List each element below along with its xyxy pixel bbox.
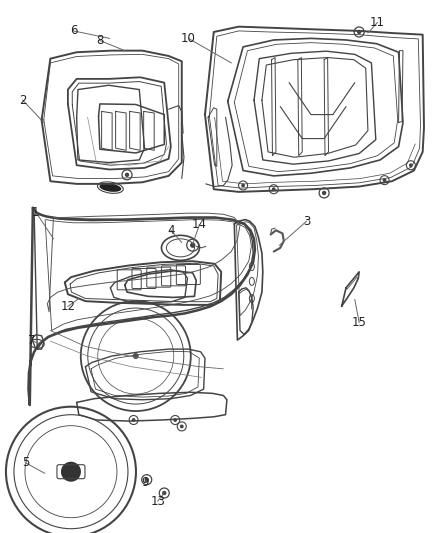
Text: 3: 3 — [303, 215, 310, 228]
Text: 5: 5 — [22, 456, 29, 469]
Circle shape — [323, 191, 325, 195]
Circle shape — [242, 184, 244, 187]
Text: 12: 12 — [60, 300, 75, 313]
Circle shape — [133, 353, 139, 359]
Circle shape — [174, 419, 177, 421]
Text: 14: 14 — [192, 219, 207, 231]
Circle shape — [126, 173, 128, 176]
Text: 11: 11 — [370, 16, 385, 29]
Circle shape — [272, 188, 275, 190]
Text: 4: 4 — [167, 224, 175, 237]
Circle shape — [191, 243, 195, 247]
Text: 15: 15 — [352, 316, 367, 329]
Circle shape — [163, 491, 166, 495]
Text: 8: 8 — [96, 34, 103, 47]
Circle shape — [358, 30, 360, 34]
Circle shape — [132, 419, 135, 421]
Circle shape — [61, 462, 81, 482]
Circle shape — [383, 179, 386, 181]
Text: 7: 7 — [28, 334, 35, 346]
Text: 9: 9 — [141, 476, 148, 489]
Circle shape — [180, 425, 183, 427]
Text: 6: 6 — [70, 25, 78, 37]
Text: 13: 13 — [150, 495, 165, 507]
Text: 10: 10 — [181, 32, 196, 45]
Text: 1: 1 — [32, 206, 40, 219]
Text: 2: 2 — [19, 94, 27, 107]
Circle shape — [145, 478, 148, 481]
Circle shape — [410, 164, 412, 166]
Ellipse shape — [99, 183, 121, 192]
